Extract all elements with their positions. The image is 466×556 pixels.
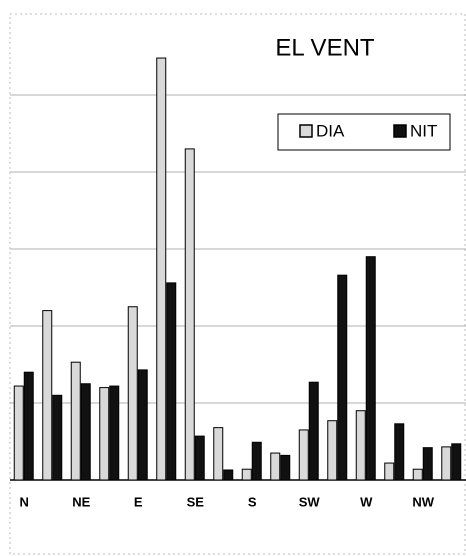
bar [241, 468, 252, 481]
bar [355, 410, 366, 481]
bar [109, 385, 120, 481]
x-tick-label: N [20, 494, 29, 509]
x-tick-label: NW [412, 494, 434, 509]
bar [99, 387, 110, 481]
legend-swatch [299, 124, 313, 138]
bar [194, 435, 205, 481]
bar [412, 468, 423, 481]
bar [184, 148, 195, 481]
bar [42, 310, 53, 481]
bar [251, 441, 262, 481]
bar [308, 381, 319, 481]
bar [451, 443, 462, 481]
x-tick-label: NE [72, 494, 90, 509]
bar [213, 427, 224, 481]
x-tick-label: S [248, 494, 257, 509]
legend-swatch [393, 124, 407, 138]
bar [270, 452, 281, 481]
bar [80, 383, 91, 481]
x-tick-label: W [360, 494, 373, 509]
bar [384, 462, 395, 481]
bar [13, 385, 24, 481]
x-tick-label: E [134, 494, 143, 509]
legend-label: NIT [410, 121, 437, 140]
x-tick-label: SW [299, 494, 321, 509]
chart-title: EL VENT [275, 34, 374, 61]
bar [422, 447, 433, 481]
bar [52, 394, 63, 481]
bar [298, 429, 309, 481]
bar [223, 469, 234, 481]
bar [156, 57, 167, 481]
legend-label: DIA [316, 121, 345, 140]
x-tick-label: SE [187, 494, 205, 509]
bar [327, 420, 338, 481]
bar [166, 282, 177, 481]
bar [441, 446, 452, 481]
bar [127, 306, 138, 481]
bar [23, 371, 34, 481]
bar [337, 274, 348, 481]
frame [9, 13, 466, 555]
bar [70, 361, 81, 481]
bar [137, 369, 148, 481]
bar [365, 256, 376, 481]
bar [280, 454, 291, 481]
bar [394, 423, 405, 481]
